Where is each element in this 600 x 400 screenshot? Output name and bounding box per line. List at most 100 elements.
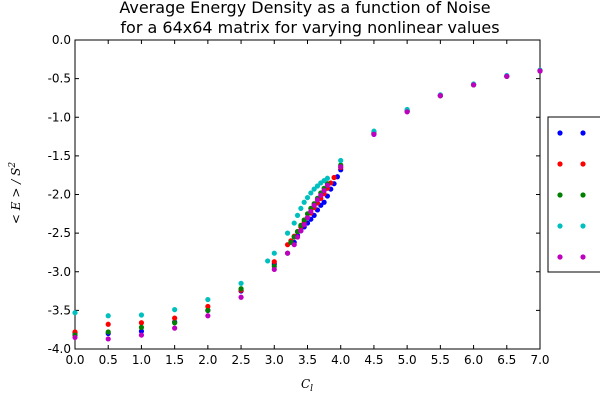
data-point-series-5: [138, 332, 145, 338]
x-tick-label: 3.0: [265, 353, 284, 367]
data-point-series-5: [304, 215, 311, 221]
data-point-series-5: [321, 188, 327, 194]
x-tick-label: 1.0: [132, 353, 151, 367]
data-point-series-5: [294, 234, 301, 240]
x-axis-label: Cl: [301, 377, 313, 394]
data-point-series-4: [294, 212, 301, 218]
legend-marker: [557, 130, 563, 136]
data-point-series-4: [338, 157, 344, 164]
y-axis-label: < E > / S2: [8, 162, 23, 224]
data-point-series-5: [205, 313, 211, 319]
data-point-series-4: [311, 186, 317, 192]
data-point-series-5: [298, 228, 304, 234]
data-point-series-5: [504, 73, 510, 79]
data-point-series-5: [537, 68, 543, 74]
data-point-series-5: [338, 164, 344, 170]
legend-marker: [557, 161, 563, 167]
x-tick-label: 1.5: [165, 353, 184, 367]
data-point-series-5: [318, 192, 324, 198]
x-tick-label: 0.5: [99, 353, 118, 367]
data-point-series-3: [238, 286, 244, 292]
data-point-series-4: [301, 199, 307, 205]
y-tick-label: -1.5: [48, 149, 71, 163]
legend-box: [547, 116, 600, 273]
legend: [557, 130, 586, 260]
data-point-series-4: [238, 280, 244, 286]
data-point-series-5: [72, 334, 78, 341]
y-tick-label: -3.0: [48, 265, 71, 279]
data-point-series-5: [291, 242, 297, 248]
data-point-series-5: [324, 182, 331, 188]
data-point-series-2: [172, 315, 178, 321]
data-point-series-4: [291, 220, 297, 226]
data-point-series-2: [271, 259, 277, 265]
data-point-series-4: [324, 175, 331, 181]
data-point-series-4: [172, 307, 178, 313]
x-tick-label: 5.0: [398, 353, 417, 367]
x-tick-label: 2.0: [198, 353, 217, 367]
data-point-series-5: [371, 131, 377, 137]
data-point-series-4: [265, 258, 271, 264]
data-point-series-4: [105, 313, 111, 319]
data-point-series-4: [271, 250, 277, 256]
data-point-series-4: [298, 205, 304, 212]
x-tick-label: 2.5: [232, 353, 251, 367]
x-tick-label: 6.0: [464, 353, 483, 367]
x-tick-label: 6.5: [497, 353, 516, 367]
legend-marker: [557, 254, 563, 260]
y-tick-label: -0.5: [48, 72, 71, 86]
data-point-series-2: [138, 320, 145, 326]
data-point-series-5: [470, 82, 477, 88]
data-point-series-5: [172, 325, 178, 331]
legend-marker: [580, 161, 586, 167]
data-point-series-5: [105, 336, 111, 342]
data-point-series-2: [331, 174, 337, 181]
data-point-series-4: [314, 183, 321, 189]
data-point-series-1: [321, 199, 327, 205]
legend-marker: [580, 223, 586, 229]
data-point-series-3: [172, 320, 178, 326]
data-point-series-5: [314, 197, 321, 203]
data-point-series-4: [308, 190, 314, 196]
data-point-series-5: [311, 202, 317, 208]
data-point-series-5: [238, 294, 244, 300]
plot-area: [74, 39, 541, 350]
legend-marker: [557, 223, 563, 229]
data-point-series-5: [271, 266, 277, 273]
data-points: [72, 67, 543, 342]
data-point-series-2: [205, 303, 211, 310]
data-point-series-5: [404, 109, 410, 115]
chart-subtitle: for a 64x64 matrix for varying nonlinear…: [120, 18, 499, 37]
chart-title: Average Energy Density as a function of …: [119, 0, 490, 17]
x-tick-label: 3.5: [298, 353, 317, 367]
data-point-series-4: [205, 296, 211, 303]
data-point-series-4: [304, 194, 311, 201]
data-point-series-5: [437, 93, 443, 99]
data-point-series-5: [301, 222, 307, 228]
x-tick-label: 0.0: [65, 353, 84, 367]
y-tick-label: -2.5: [48, 226, 71, 240]
y-tick-label: -1.0: [48, 110, 71, 124]
data-point-series-5: [308, 208, 314, 215]
x-tick-label: 4.0: [331, 353, 350, 367]
y-tick-label: -4.0: [48, 342, 71, 356]
x-tick-label: 7.0: [530, 353, 549, 367]
legend-marker: [557, 192, 563, 198]
data-point-series-3: [105, 329, 111, 335]
data-point-series-5: [284, 250, 291, 256]
x-tick-label: 5.5: [431, 353, 450, 367]
legend-marker: [580, 130, 586, 136]
axis-ticks: 0.0 0.5 1.0 1.5 2.0 2.5 3.0 3.5 4.0 4.5 5.0 5.5 6.0 6…: [48, 33, 550, 367]
y-tick-label: -2.0: [48, 188, 71, 202]
y-tick-label: -3.5: [48, 303, 71, 317]
data-point-series-3: [205, 307, 211, 313]
data-point-series-1: [138, 328, 145, 334]
data-point-series-3: [138, 324, 145, 330]
data-point-series-4: [138, 312, 145, 318]
data-point-series-4: [72, 310, 78, 316]
data-point-series-2: [105, 321, 111, 327]
data-point-series-4: [284, 230, 291, 236]
legend-marker: [580, 254, 586, 260]
legend-marker: [580, 192, 586, 198]
